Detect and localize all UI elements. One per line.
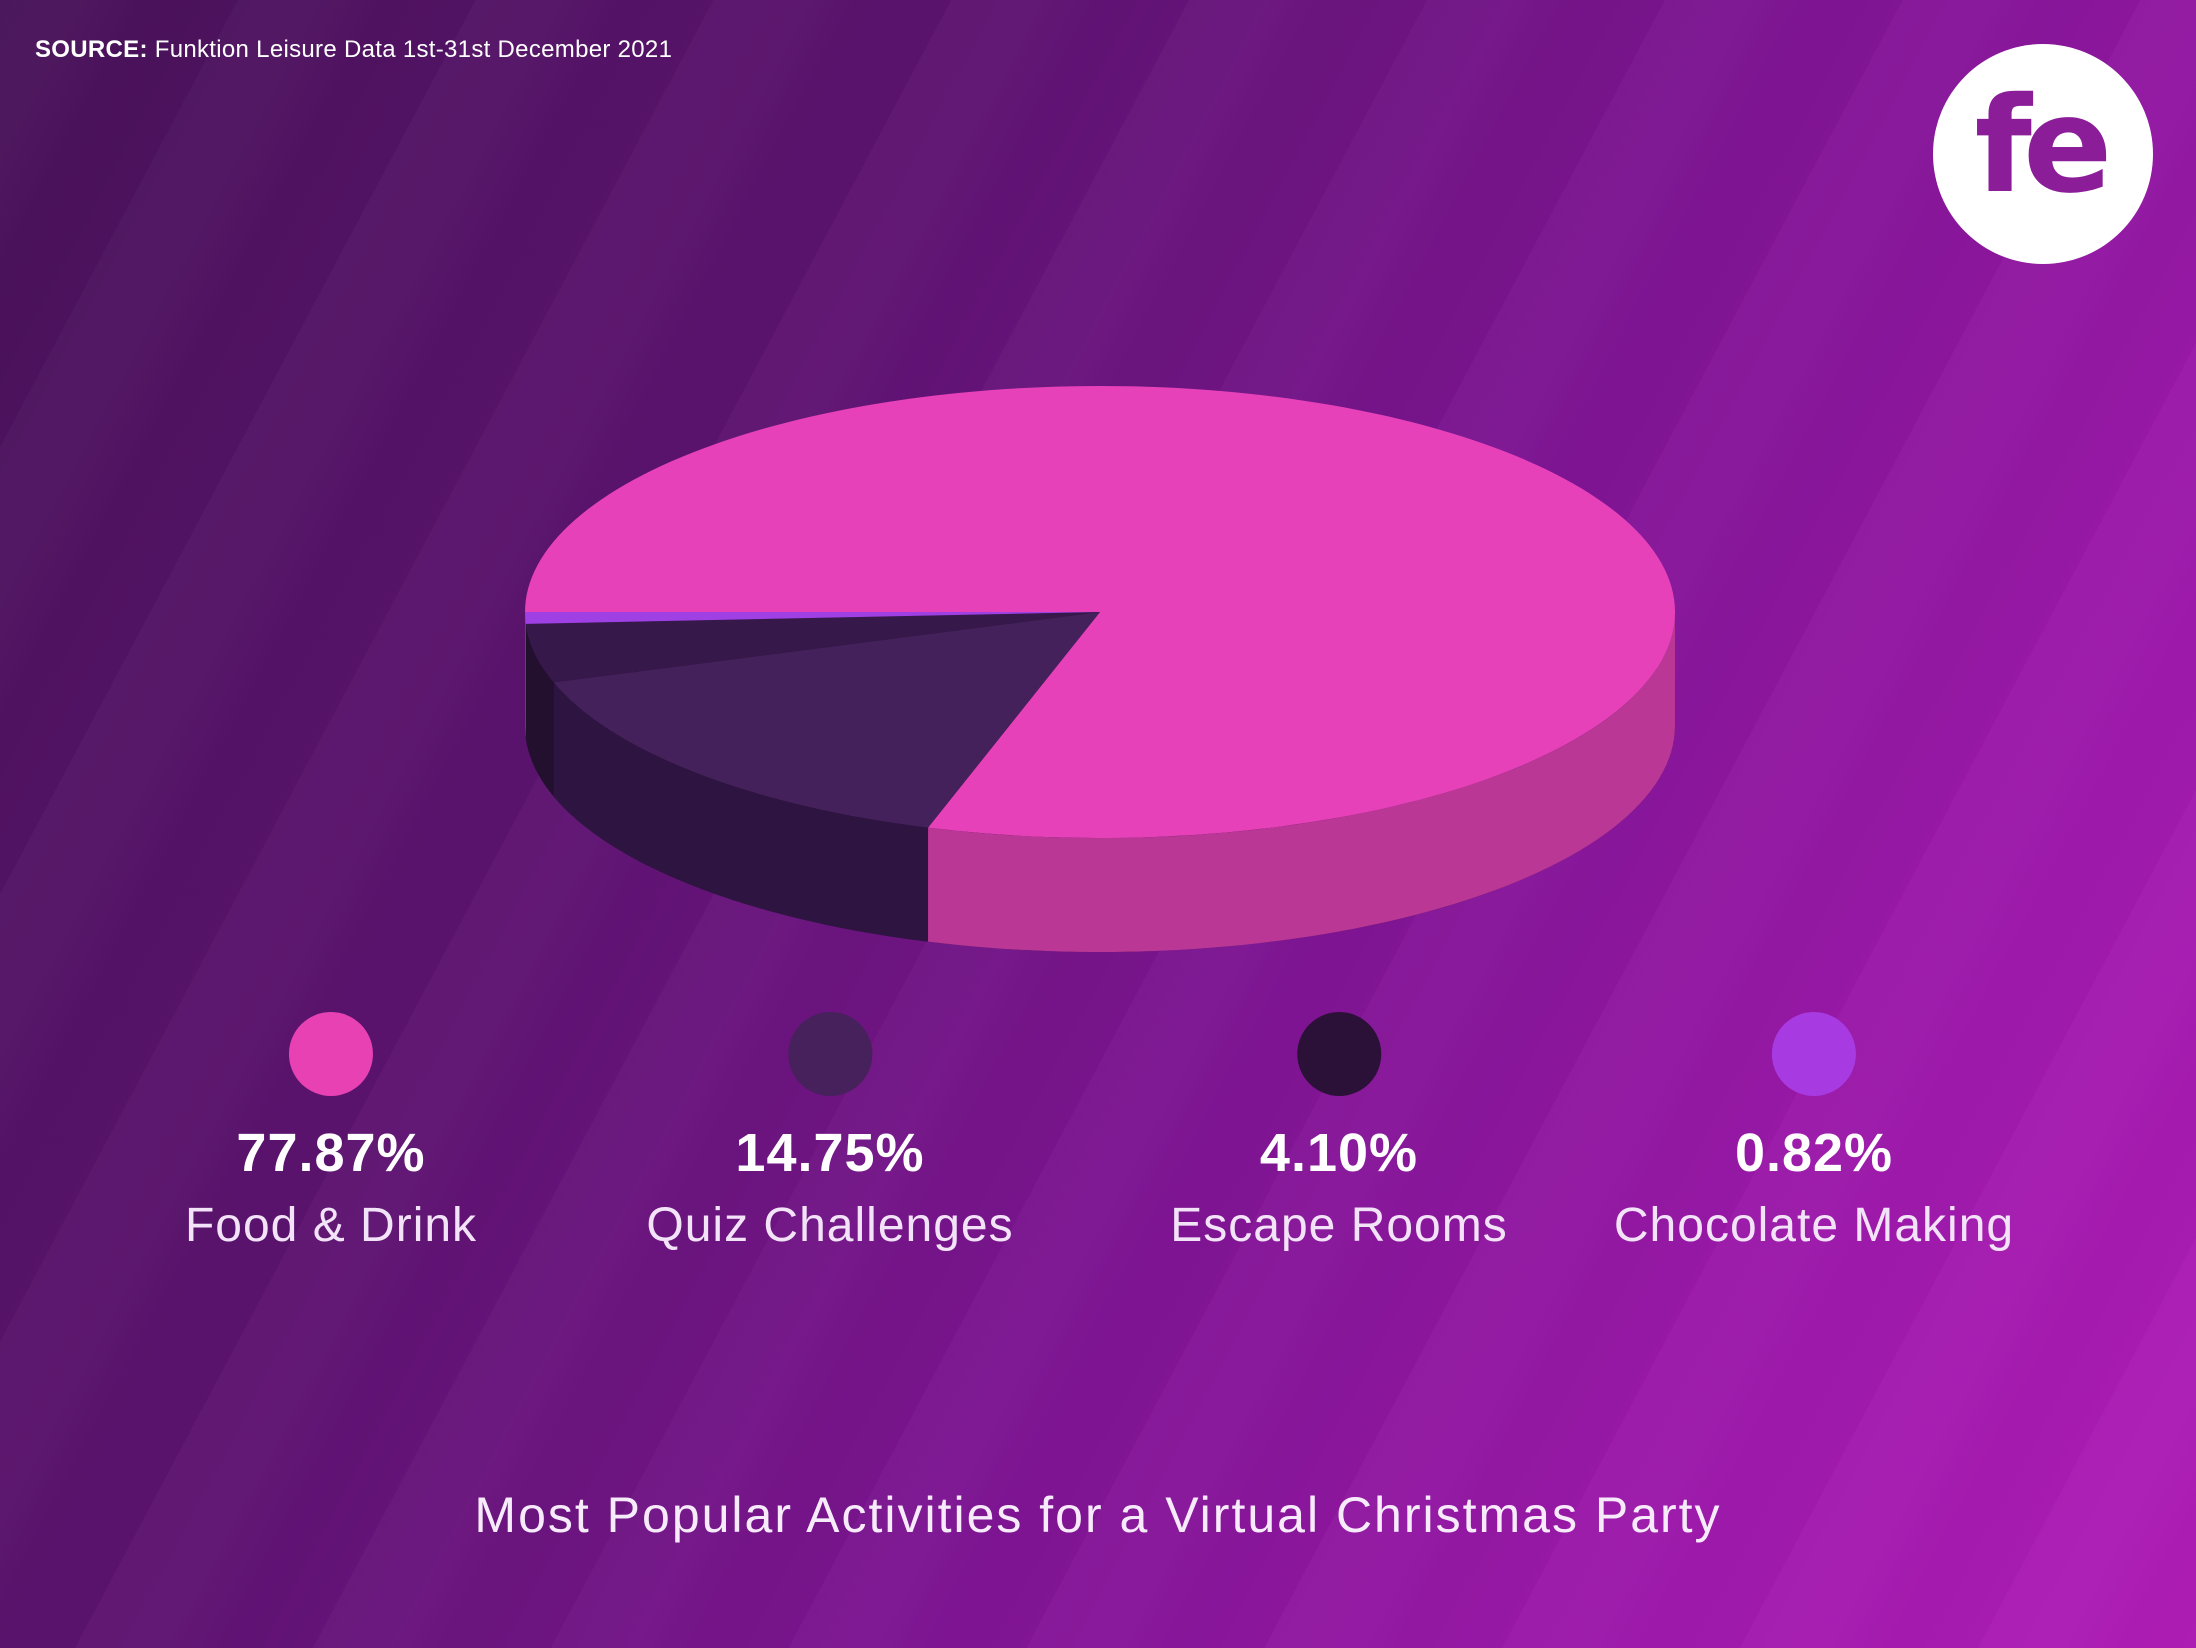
funktion-events-logo: fe: [1933, 44, 2153, 264]
pie-slice-food-drink: [525, 386, 1676, 839]
pie-slice-chocolate-making: [525, 612, 1100, 624]
source-line: SOURCE: Funktion Leisure Data 1st-31st D…: [35, 36, 672, 64]
legend-item-food-drink: 77.87% Food & Drink: [185, 1012, 477, 1250]
pie-slice-quiz-challenges: [553, 612, 1100, 828]
legend-item-quiz-challenges: 14.75% Quiz Challenges: [646, 1012, 1013, 1250]
legend-item-chocolate-making: 0.82% Chocolate Making: [1614, 1012, 2014, 1250]
pie-side-quiz-challenges: [553, 682, 929, 942]
pie-side-food-drink: [928, 612, 1676, 953]
legend-percent-quiz-challenges: 14.75%: [735, 1123, 925, 1183]
pie-side-escape-rooms: [525, 623, 554, 797]
source-label: SOURCE:: [35, 36, 148, 63]
source-text: Funktion Leisure Data 1st-31st December …: [147, 36, 673, 63]
legend-label-food-drink: Food & Drink: [184, 1199, 478, 1252]
legend-dot-quiz-challenges: [787, 1012, 872, 1096]
legend-label-quiz-challenges: Quiz Challenges: [646, 1199, 1014, 1252]
pie-slice-escape-rooms: [525, 612, 1100, 683]
legend-item-escape-rooms: 4.10% Escape Rooms: [1170, 1012, 1507, 1250]
legend-dot-chocolate-making: [1772, 1012, 1856, 1096]
chart-title: Most Popular Activities for a Virtual Ch…: [474, 1487, 1722, 1543]
legend-percent-food-drink: 77.87%: [236, 1123, 426, 1183]
logo-text: fe: [1974, 69, 2113, 223]
pie-side-chocolate-making: [525, 612, 526, 738]
legend-percent-chocolate-making: 0.82%: [1734, 1123, 1894, 1183]
legend-label-escape-rooms: Escape Rooms: [1170, 1199, 1508, 1252]
legend-percent-escape-rooms: 4.10%: [1259, 1123, 1419, 1183]
legend-label-chocolate-making: Chocolate Making: [1613, 1199, 2015, 1252]
legend-dot-escape-rooms: [1296, 1012, 1381, 1096]
legend-dot-food-drink: [288, 1012, 373, 1096]
